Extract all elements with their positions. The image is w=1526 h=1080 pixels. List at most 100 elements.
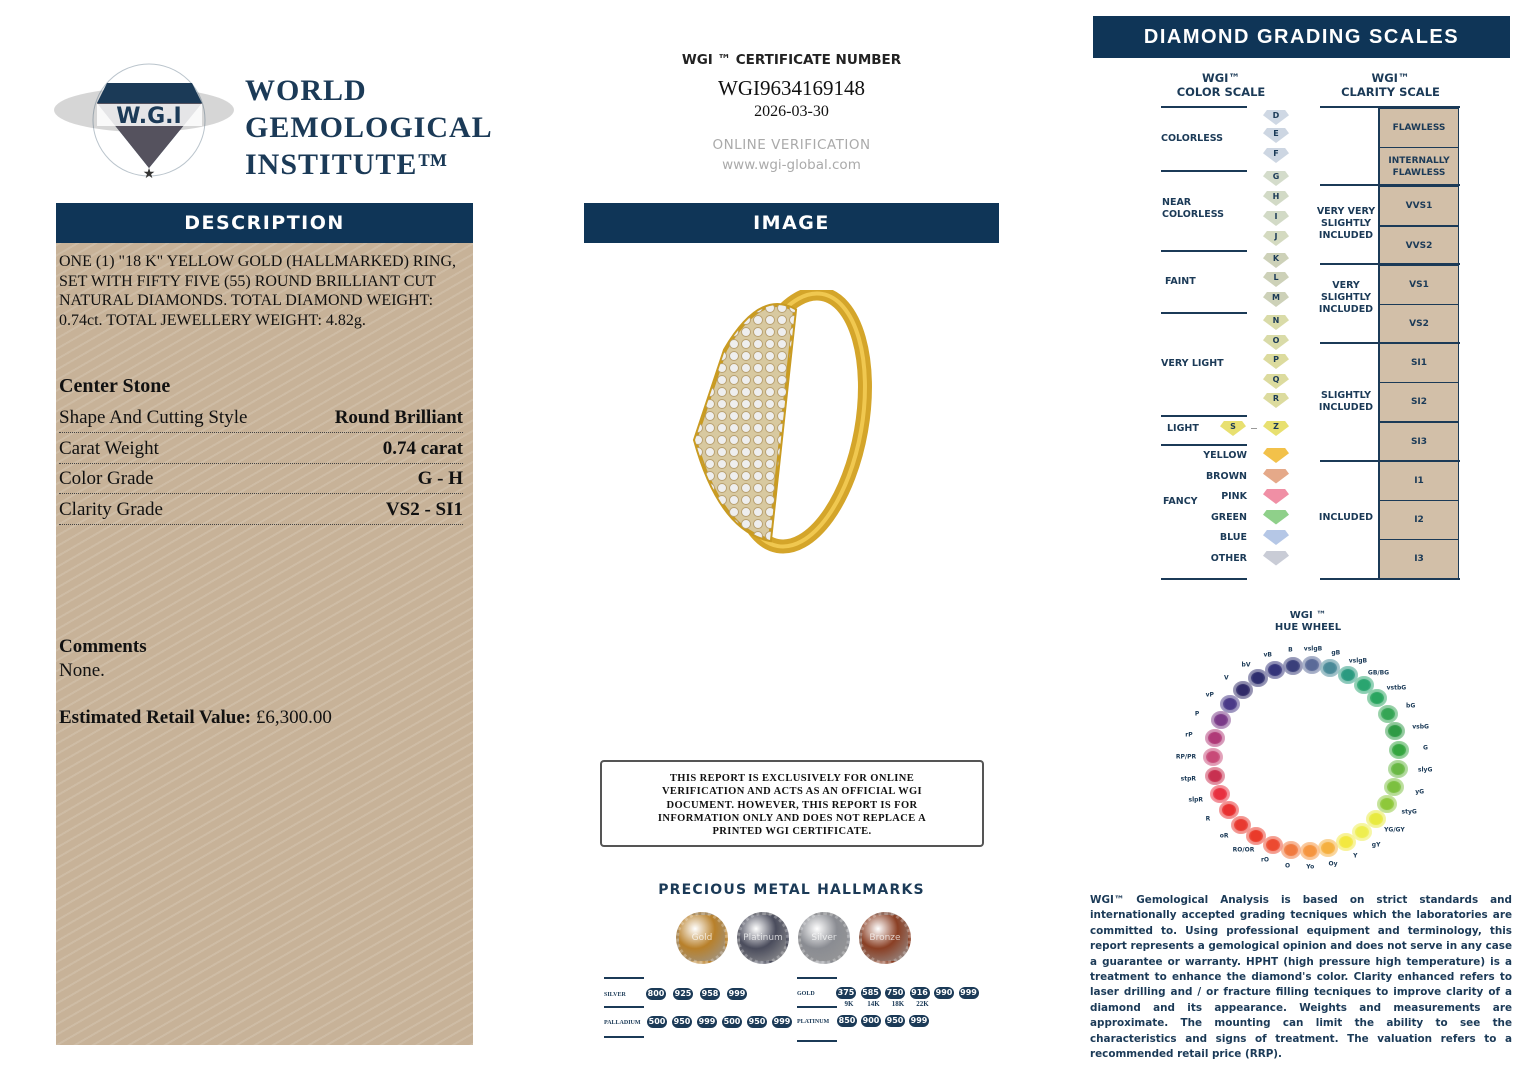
hallmark-stamp: 999	[909, 1015, 929, 1027]
hue-label: Oy	[1328, 860, 1338, 868]
hue-stone	[1388, 740, 1409, 759]
hue-label: vslgB	[1348, 657, 1368, 665]
certificate-date: 2026-03-30	[754, 103, 829, 120]
comments-value: None.	[59, 660, 105, 681]
hue-stone	[1320, 659, 1341, 678]
clarity-grade-cell: SI1	[1379, 343, 1459, 384]
description-header: DESCRIPTION	[56, 203, 473, 243]
hue-stone	[1385, 722, 1406, 741]
color-group-label: FAINT	[1165, 276, 1196, 287]
divider	[1161, 444, 1247, 446]
hue-stone	[1245, 827, 1266, 846]
hallmark-stamp: 500	[647, 1016, 667, 1028]
title-line: WGI™	[1202, 71, 1240, 85]
hallmark-stamp: 999	[697, 1016, 717, 1028]
title-line: CLARITY SCALE	[1341, 85, 1440, 99]
hue-label: RP/PR	[1175, 753, 1197, 761]
fancy-color-label: BROWN	[1205, 470, 1247, 482]
dash	[1251, 428, 1257, 429]
fancy-diamond	[1263, 509, 1289, 525]
logo-line: WORLD	[245, 74, 367, 107]
clarity-grade-cell: I1	[1379, 460, 1459, 501]
retail-label: Estimated Retail Value:	[59, 707, 252, 728]
description-panel: ONE (1) "18 K" YELLOW GOLD (HALLMARKED) …	[56, 243, 473, 1045]
hue-stone	[1377, 704, 1398, 723]
hue-stone	[1337, 666, 1358, 685]
hue-label: B	[1288, 646, 1293, 654]
clarity-grade-cell: INTERNALLY FLAWLESS	[1379, 147, 1459, 188]
clarity-grade-cell: FLAWLESS	[1379, 108, 1459, 148]
hallmarks-title: PRECIOUS METAL HALLMARKS	[658, 882, 925, 898]
hue-stone	[1301, 656, 1322, 675]
hue-stone	[1264, 661, 1285, 680]
clarity-grade-cell: VS2	[1379, 304, 1459, 344]
divider	[1378, 106, 1380, 579]
divider	[1320, 460, 1460, 462]
detail-value: 0.74 carat	[382, 437, 463, 459]
detail-label: Clarity Grade	[59, 498, 163, 520]
hallmark-label-silver: SILVER	[604, 992, 626, 998]
fancy-diamond	[1263, 550, 1289, 566]
hue-label: slpR	[1188, 796, 1204, 804]
hallmark-stamp: 950	[747, 1016, 767, 1028]
hue-label: RO/OR	[1232, 846, 1255, 854]
footnote: WGI™ Gemological Analysis is based on st…	[1090, 894, 1512, 1061]
divider	[1320, 342, 1460, 344]
color-grade-diamond: N	[1263, 315, 1289, 330]
logo-line: GEMOLOGICAL	[245, 111, 493, 144]
color-group-label: LIGHT	[1167, 423, 1199, 434]
detail-value: VS2 - SI1	[385, 498, 463, 520]
hue-stone	[1232, 680, 1253, 699]
color-grade-diamond: R	[1263, 393, 1289, 408]
divider	[797, 977, 837, 979]
clarity-grade-text: I3	[1414, 554, 1424, 565]
hallmark-stamp: 375	[836, 987, 856, 999]
divider	[604, 1006, 644, 1008]
color-group-label: FANCY	[1163, 496, 1198, 507]
hue-stone	[1280, 840, 1301, 859]
hue-label: GB/BG	[1367, 669, 1390, 677]
fancy-color-label: OTHER	[1210, 552, 1247, 564]
karat-label: 9K	[844, 1000, 854, 1008]
svg-text:★: ★	[143, 167, 156, 182]
color-grade-diamond: G	[1263, 171, 1289, 186]
hallmark-stamp: 990	[934, 987, 954, 999]
hallmark-label-platinum: PLATINUM	[797, 1019, 830, 1025]
metal-medal-platinum: Platinum	[737, 912, 789, 964]
hue-wheel-title: WGI ™ HUE WHEEL	[1258, 610, 1358, 634]
hue-stone	[1247, 669, 1268, 688]
hue-label: Y	[1353, 852, 1358, 860]
detail-row: Color Grade G - H	[59, 464, 463, 494]
hue-stone	[1203, 747, 1223, 766]
hallmark-stamp: 500	[722, 1016, 742, 1028]
detail-label: Carat Weight	[59, 437, 159, 459]
institute-name: WORLD GEMOLOGICAL INSTITUTE™	[245, 72, 493, 183]
hue-label: bG	[1406, 702, 1416, 710]
color-grade-diamond: K	[1263, 253, 1289, 268]
hue-label: vP	[1205, 691, 1214, 699]
hue-stone	[1335, 832, 1356, 851]
description-text: ONE (1) "18 K" YELLOW GOLD (HALLMARKED) …	[59, 253, 456, 329]
grading-scales-header: DIAMOND GRADING SCALES	[1093, 16, 1510, 58]
fancy-color-label: GREEN	[1210, 511, 1247, 523]
detail-label: Shape And Cutting Style	[59, 407, 248, 428]
color-grade-diamond: D	[1263, 110, 1289, 125]
hallmark-label-palladium: PALLADIUM	[604, 1020, 641, 1026]
hue-stone	[1299, 841, 1320, 860]
title-line: HUE WHEEL	[1274, 622, 1342, 633]
color-grade-diamond: P	[1263, 354, 1289, 369]
clarity-grade-cell: SI3	[1379, 421, 1459, 462]
hue-stone	[1283, 656, 1304, 675]
hue-label: P	[1194, 710, 1200, 718]
divider	[1161, 106, 1247, 108]
hallmark-stamp: 950	[672, 1016, 692, 1028]
verification-url[interactable]: www.wgi-global.com	[722, 157, 861, 173]
hue-label: G	[1423, 744, 1428, 752]
divider	[1320, 263, 1460, 265]
color-grade-diamond: Q	[1263, 374, 1289, 389]
hue-label: bV	[1241, 661, 1251, 669]
hallmark-stamp: 916	[909, 987, 930, 999]
detail-value: G - H	[417, 468, 463, 489]
karat-label: 18K	[891, 1000, 905, 1008]
fancy-diamond	[1263, 530, 1289, 545]
